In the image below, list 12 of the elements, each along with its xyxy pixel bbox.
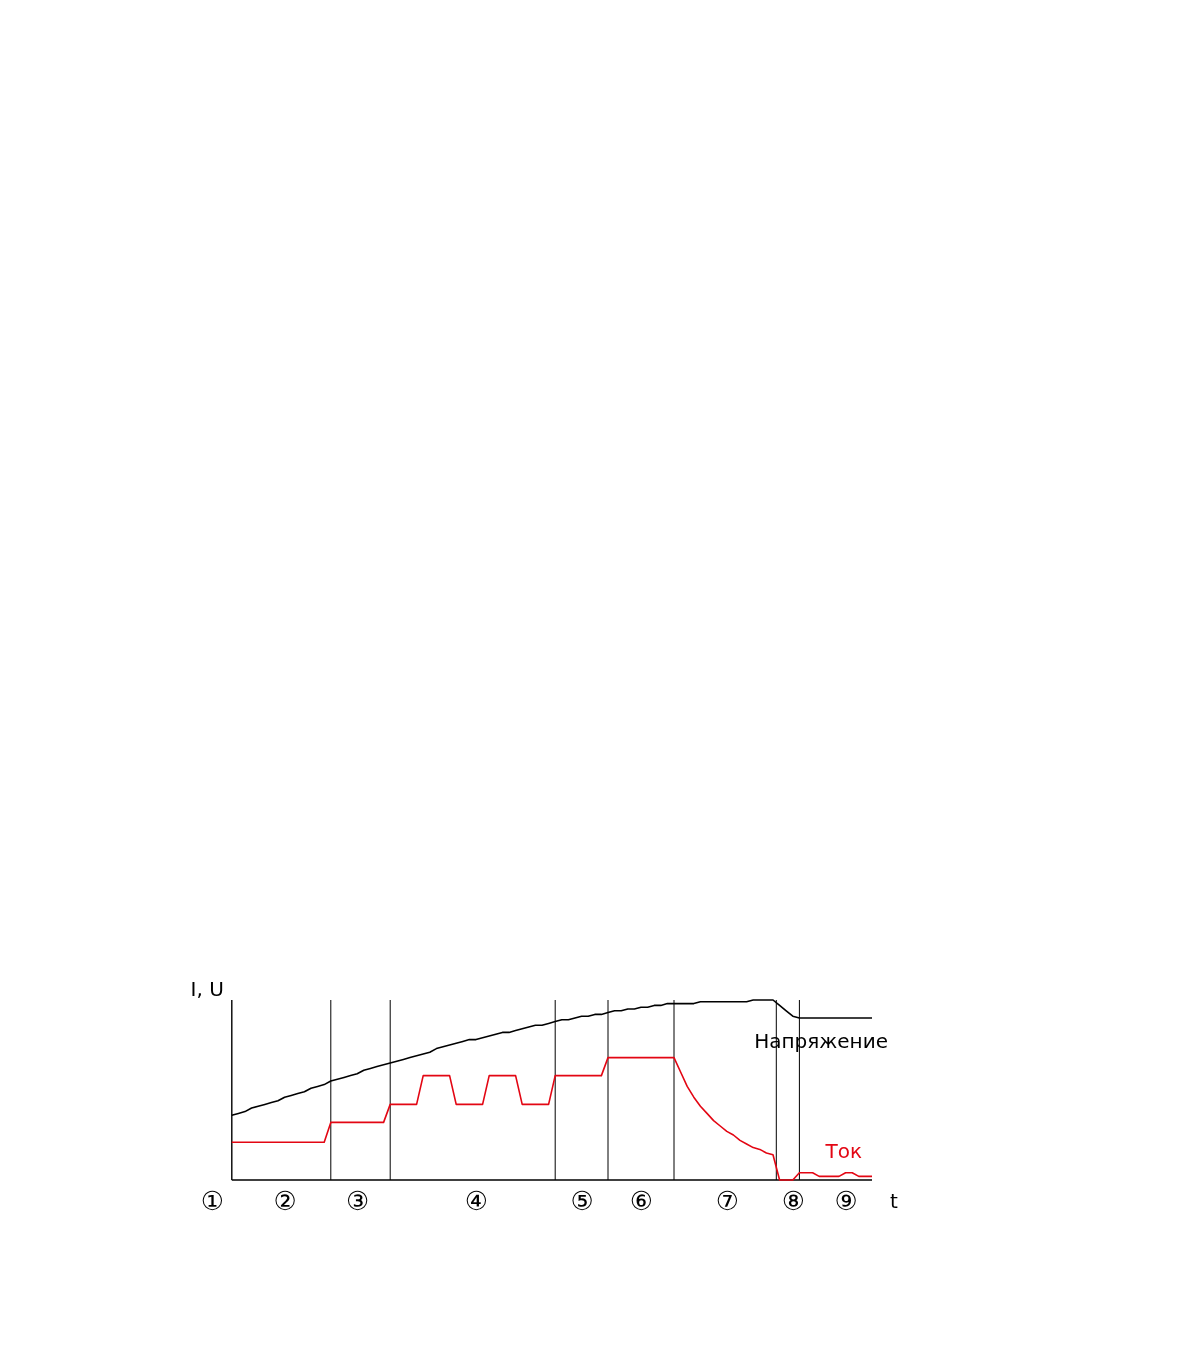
x-tick-label: ⑧	[781, 1185, 805, 1216]
x-tick-label: ⑦	[715, 1185, 739, 1216]
x-tick-label: ⑥	[629, 1185, 654, 1216]
x-tick-label: ④	[464, 1185, 489, 1216]
x-tick-label: ①	[200, 1185, 225, 1216]
x-tick-label: ③	[346, 1185, 370, 1216]
series-label: Ток	[824, 1139, 862, 1164]
y-axis-title: I, U	[190, 977, 224, 1001]
x-tick-label: ⑨	[834, 1185, 858, 1216]
x-tick-label: ②	[273, 1185, 297, 1216]
x-tick-label: ⑤	[570, 1185, 594, 1216]
x-axis-title: t	[890, 1189, 899, 1213]
